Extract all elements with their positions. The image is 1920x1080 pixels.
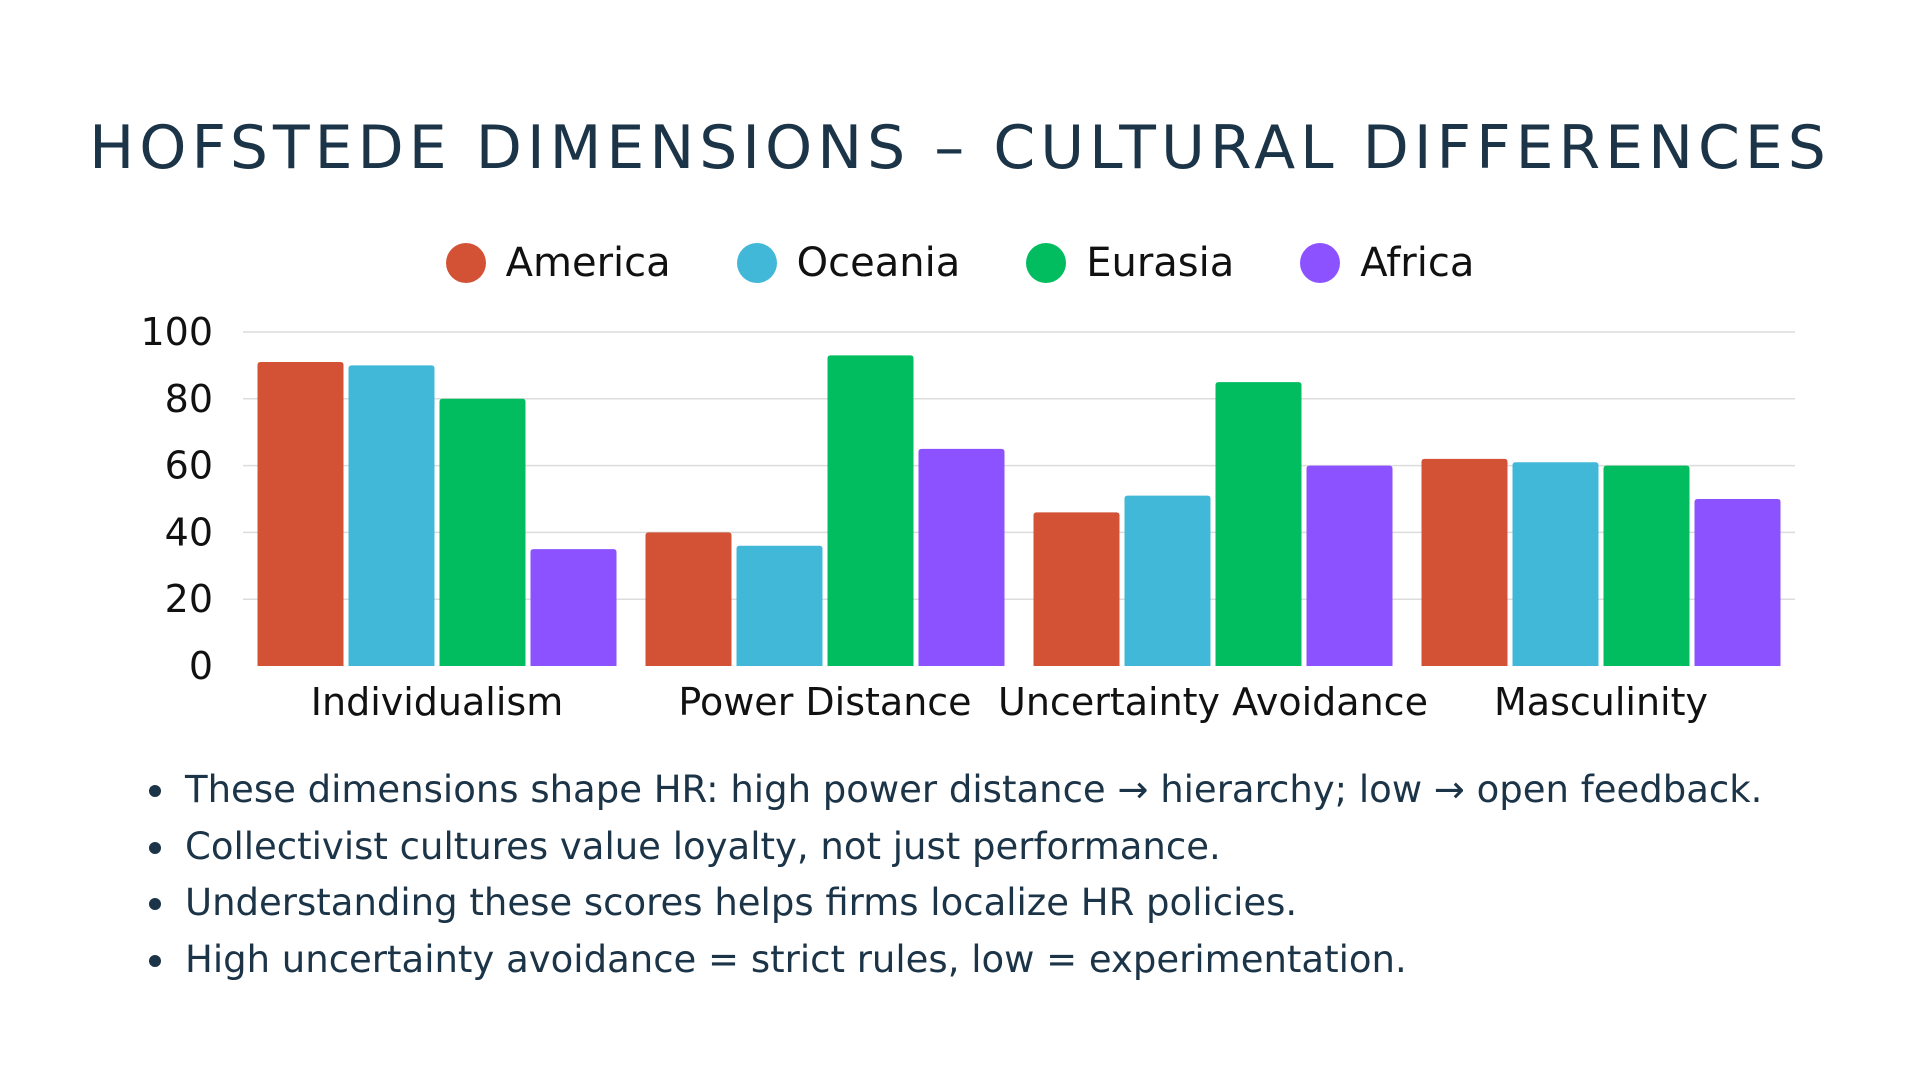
bar-africa-masculinity	[1694, 499, 1781, 666]
x-category-label: Masculinity	[1494, 680, 1708, 724]
y-tick-label: 40	[165, 510, 213, 554]
chart-title: HOFSTEDE DIMENSIONS – CULTURAL DIFFERENC…	[89, 113, 1831, 183]
bar-oceania-power-distance	[736, 545, 823, 666]
y-tick-label: 60	[165, 444, 213, 488]
x-category-label: Power Distance	[678, 680, 971, 724]
legend-label: Eurasia	[1086, 240, 1235, 286]
bullet-item: These dimensions shape HR: high power di…	[145, 762, 1762, 819]
legend-label: Oceania	[796, 240, 961, 286]
bar-eurasia-masculinity	[1603, 465, 1690, 666]
x-category-label: Uncertainty Avoidance	[998, 680, 1428, 724]
legend-label: Africa	[1360, 240, 1475, 286]
bullet-list: These dimensions shape HR: high power di…	[145, 762, 1762, 988]
bullet-dot-icon	[149, 954, 161, 967]
bullet-text: Understanding these scores helps firms l…	[185, 881, 1298, 924]
x-category-label: Individualism	[311, 680, 563, 724]
chart-legend: America Oceania Eurasia Africa	[0, 235, 1920, 291]
bullet-dot-icon	[149, 785, 161, 797]
bar-america-power-distance	[645, 532, 732, 666]
bullet-item: Understanding these scores helps firms l…	[145, 875, 1762, 932]
legend-item: Eurasia	[1026, 235, 1234, 291]
bullet-item: High uncertainty avoidance = strict rule…	[145, 932, 1762, 989]
bar-chart: 0 20 40 60 80 100 Individualism Power Distance U…	[140, 310, 1795, 724]
bar-eurasia-individualism	[439, 398, 526, 666]
legend-swatch	[1300, 243, 1341, 283]
bullet-text: Collectivist cultures value loyalty, not…	[185, 824, 1221, 868]
bullet-item: Collectivist cultures value loyalty, not…	[145, 819, 1762, 876]
y-tick-label: 0	[189, 644, 213, 688]
bullet-dot-icon	[149, 898, 161, 910]
legend-swatch	[445, 243, 486, 283]
y-tick-label: 20	[165, 577, 213, 621]
bullet-dot-icon	[149, 841, 161, 854]
bar-eurasia-uncertainty-avoidance	[1215, 382, 1302, 666]
y-tick-label: 100	[140, 310, 213, 354]
bar-america-masculinity	[1421, 458, 1508, 666]
bar-africa-power-distance	[918, 448, 1005, 666]
bullet-text: These dimensions shape HR: high power di…	[185, 768, 1763, 811]
legend-item: Oceania	[736, 235, 961, 291]
bar-africa-uncertainty-avoidance	[1306, 465, 1393, 666]
bullet-text: High uncertainty avoidance = strict rule…	[185, 937, 1407, 981]
bar-oceania-masculinity	[1512, 462, 1599, 666]
bar-africa-individualism	[530, 549, 617, 666]
bar-oceania-uncertainty-avoidance	[1124, 495, 1211, 666]
bars	[257, 355, 1781, 666]
legend-swatch	[736, 243, 777, 283]
legend-item: Africa	[1300, 235, 1474, 291]
axis-labels: 0 20 40 60 80 100 Individualism Power Distance U…	[140, 310, 1708, 724]
legend-label: America	[505, 240, 671, 286]
legend-swatch	[1026, 243, 1067, 283]
bar-eurasia-power-distance	[827, 355, 914, 666]
legend-item: America	[445, 235, 671, 291]
bar-oceania-individualism	[348, 365, 435, 666]
y-tick-label: 80	[165, 377, 213, 421]
bar-america-individualism	[257, 362, 344, 666]
bar-america-uncertainty-avoidance	[1033, 512, 1120, 666]
